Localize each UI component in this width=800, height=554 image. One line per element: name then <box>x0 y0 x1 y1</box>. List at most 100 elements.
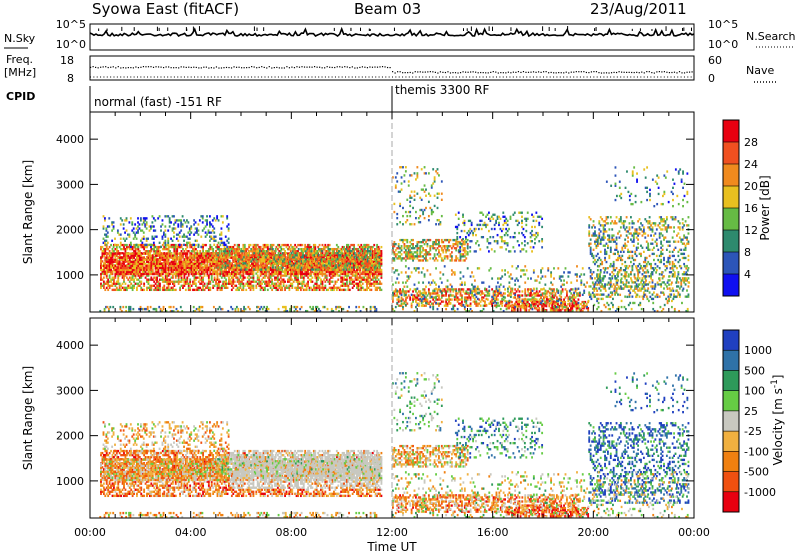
power-cell <box>233 264 235 267</box>
nave-dot <box>600 76 602 78</box>
power-cell <box>233 274 236 277</box>
power-cell <box>121 264 124 268</box>
freq-dot <box>243 67 245 69</box>
power-cell <box>256 276 259 279</box>
freq-dot <box>137 67 140 69</box>
freq-dot <box>253 66 255 68</box>
power-cell <box>353 243 356 247</box>
power-cell <box>179 280 181 283</box>
power-cell <box>189 260 192 263</box>
power-cell <box>328 274 331 277</box>
power-cell <box>306 252 309 255</box>
power-cell <box>230 282 233 285</box>
power-cell <box>236 245 239 249</box>
power-cell <box>281 280 284 283</box>
power-cell <box>131 254 134 257</box>
freq-dot <box>462 71 464 73</box>
power-cell <box>287 270 289 274</box>
freq-dot <box>409 71 411 74</box>
power-cell <box>268 270 271 274</box>
power-cell <box>130 268 133 272</box>
power-cell <box>159 288 161 292</box>
nave-dot <box>100 76 102 78</box>
power-cell <box>360 245 363 249</box>
power-cell <box>368 270 371 274</box>
power-cell <box>186 252 189 255</box>
power-cell <box>148 272 151 276</box>
power-cell <box>150 256 153 259</box>
power-cell <box>128 243 131 247</box>
power-cell <box>317 284 320 287</box>
power-cell <box>202 262 205 266</box>
power-cell <box>105 264 108 267</box>
power-cell <box>300 250 303 253</box>
power-cell <box>200 266 203 270</box>
power-cell <box>173 256 176 259</box>
power-cell <box>306 247 309 251</box>
power-cell <box>238 260 241 263</box>
power-cell <box>325 258 328 261</box>
power-cell <box>269 243 272 247</box>
power-cell <box>182 252 184 255</box>
nave-dot <box>244 76 246 78</box>
power-cell <box>314 247 317 251</box>
power-cell <box>130 264 133 267</box>
power-cell <box>280 256 283 259</box>
power-cell <box>294 274 297 277</box>
power-cell <box>133 262 135 266</box>
power-cell <box>167 286 170 289</box>
power-cell <box>100 282 102 285</box>
power-cell <box>150 284 153 287</box>
nave-dot <box>130 76 132 78</box>
power-cell <box>225 280 228 283</box>
power-cell <box>276 258 279 261</box>
freq-dot <box>132 67 134 69</box>
power-cell <box>343 288 345 292</box>
power-cell <box>174 270 177 274</box>
power-cell <box>235 258 238 261</box>
power-cell <box>330 272 332 276</box>
power-cell <box>371 272 374 276</box>
freq-dot <box>517 71 520 73</box>
power-cell <box>138 250 141 253</box>
power-cell <box>345 280 348 283</box>
freq-dot <box>454 72 457 74</box>
freq-dot <box>306 66 308 68</box>
power-cell <box>104 250 107 253</box>
power-cell <box>304 252 307 255</box>
power-cell <box>105 274 108 277</box>
power-cell <box>199 274 202 277</box>
power-cell <box>267 250 270 253</box>
freq-dot <box>170 67 172 69</box>
power-cell <box>167 272 170 276</box>
power-cell <box>243 243 246 247</box>
freq-dot <box>230 67 233 69</box>
power-cell <box>105 280 108 283</box>
power-cell <box>141 272 144 276</box>
power-cell <box>138 284 141 287</box>
power-cell <box>358 276 361 279</box>
power-cell <box>130 272 133 276</box>
power-cell <box>189 245 192 249</box>
power-cell <box>288 264 291 268</box>
power-cell <box>242 288 245 292</box>
power-cell <box>209 243 212 247</box>
power-cell <box>294 260 297 263</box>
power-cell <box>328 252 331 255</box>
power-cell <box>297 280 299 283</box>
power-cell <box>160 258 163 261</box>
power-cell <box>235 264 238 267</box>
power-cell <box>140 268 143 272</box>
power-cell <box>190 272 193 276</box>
power-cell <box>348 245 351 249</box>
power-cell <box>297 288 299 292</box>
power-cell <box>125 254 128 257</box>
power-cell <box>317 274 320 277</box>
power-cell <box>187 264 190 268</box>
power-cell <box>174 243 177 247</box>
power-cell <box>279 286 282 289</box>
power-cell <box>159 252 161 255</box>
power-cell <box>217 282 220 285</box>
power-cell <box>118 272 121 276</box>
power-cell <box>248 262 251 266</box>
